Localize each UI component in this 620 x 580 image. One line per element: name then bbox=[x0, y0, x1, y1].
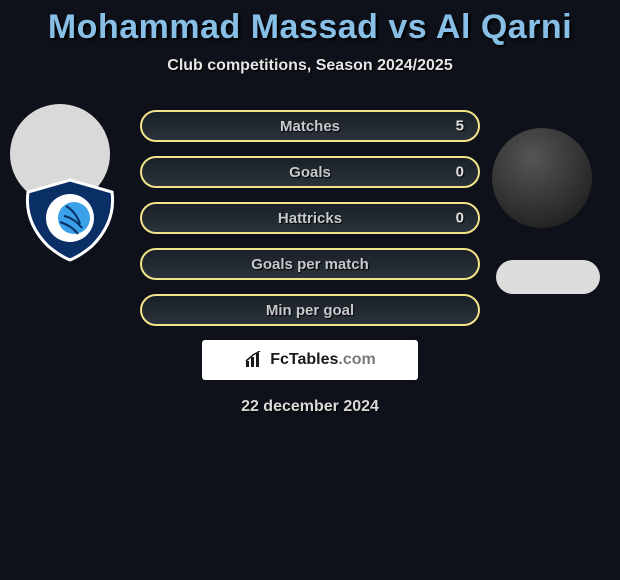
stat-rows: Matches 5 Goals 0 Hattricks 0 Goals per … bbox=[140, 110, 480, 326]
page-subtitle: Club competitions, Season 2024/2025 bbox=[0, 57, 620, 75]
stat-value-right: 0 bbox=[456, 210, 464, 227]
brand-domain: .com bbox=[338, 351, 375, 368]
stat-pill: Goals per match bbox=[140, 248, 480, 280]
club-left-badge bbox=[20, 176, 120, 262]
stat-pill: Matches 5 bbox=[140, 110, 480, 142]
comparison-panel: Matches 5 Goals 0 Hattricks 0 Goals per … bbox=[0, 110, 620, 416]
stat-pill: Hattricks 0 bbox=[140, 202, 480, 234]
stat-label: Goals bbox=[289, 164, 331, 181]
player-right-avatar bbox=[492, 128, 592, 228]
stat-label: Min per goal bbox=[266, 302, 354, 319]
stat-label: Hattricks bbox=[278, 210, 342, 227]
brand-name: FcTables bbox=[270, 351, 338, 368]
stat-value-right: 5 bbox=[456, 118, 464, 135]
stat-label: Matches bbox=[280, 118, 340, 135]
stat-pill: Goals 0 bbox=[140, 156, 480, 188]
club-right-badge bbox=[496, 260, 600, 294]
stat-pill: Min per goal bbox=[140, 294, 480, 326]
stat-row: Min per goal bbox=[140, 294, 480, 326]
stat-label: Goals per match bbox=[251, 256, 369, 273]
brand-attribution: FcTables.com bbox=[202, 340, 418, 380]
snapshot-date: 22 december 2024 bbox=[0, 398, 620, 416]
stat-row: Matches 5 bbox=[140, 110, 480, 142]
stat-row: Hattricks 0 bbox=[140, 202, 480, 234]
stat-row: Goals 0 bbox=[140, 156, 480, 188]
bar-chart-icon bbox=[244, 351, 266, 369]
stat-value-right: 0 bbox=[456, 164, 464, 181]
stat-row: Goals per match bbox=[140, 248, 480, 280]
brand-text: FcTables.com bbox=[270, 351, 376, 369]
page-title: Mohammad Massad vs Al Qarni bbox=[0, 0, 620, 47]
